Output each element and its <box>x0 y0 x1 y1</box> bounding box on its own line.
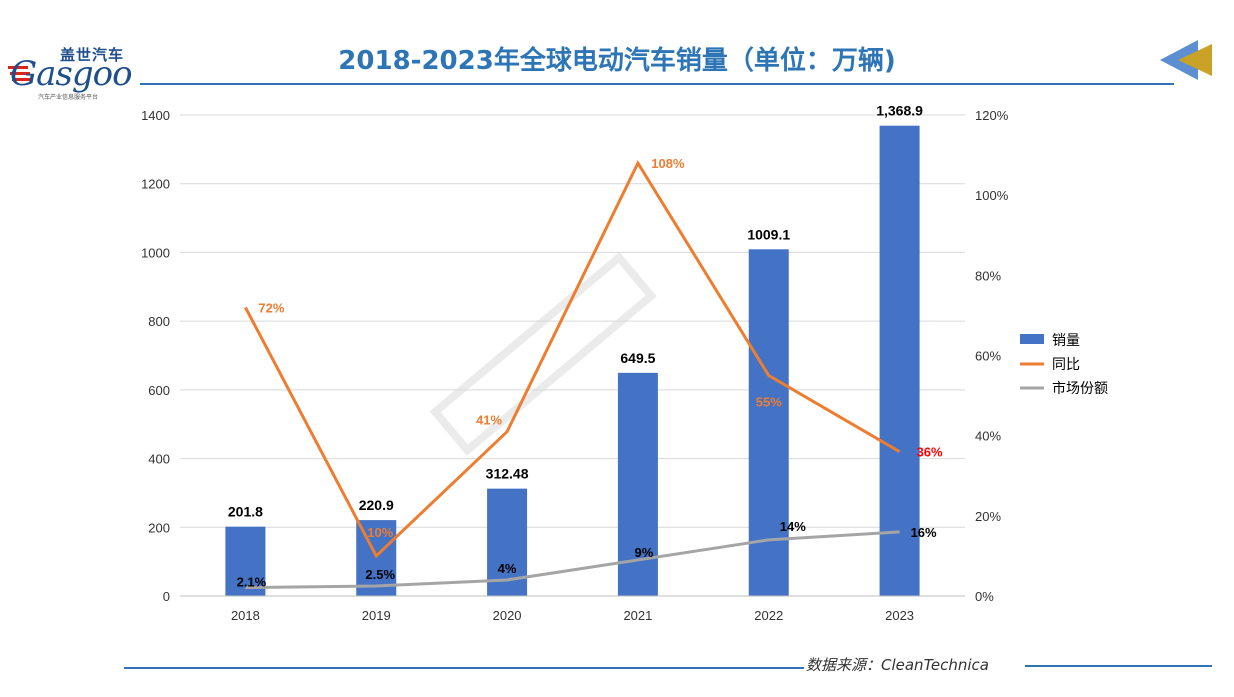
footer-divider-left <box>124 667 804 669</box>
y-left-tick-label: 1000 <box>141 245 170 260</box>
y-right-tick-label: 40% <box>975 429 1001 444</box>
x-tick-label: 2018 <box>231 608 260 623</box>
bar-sales <box>225 526 266 596</box>
bar-data-label: 649.5 <box>620 350 655 366</box>
bar-sales <box>748 249 789 597</box>
y-left-tick-label: 800 <box>148 314 170 329</box>
yoy-data-label: 10% <box>367 525 393 540</box>
bar-sales <box>879 125 920 597</box>
yoy-data-label: 41% <box>476 413 502 428</box>
share-data-label: 14% <box>780 519 806 534</box>
share-data-label: 4% <box>498 561 517 576</box>
logo-stripes-icon <box>8 66 32 81</box>
y-left-tick-label: 1200 <box>141 177 170 192</box>
line-market-share <box>245 530 900 590</box>
y-right-tick-label: 0% <box>975 589 994 604</box>
line-yoy <box>244 159 901 559</box>
y-right-tick-label: 100% <box>975 188 1009 203</box>
page-title: 2018-2023年全球电动汽车销量（单位：万辆) <box>338 46 896 76</box>
legend-swatch-bar <box>1020 334 1044 344</box>
footer-divider-right <box>1025 665 1212 667</box>
legend-label: 销量 <box>1052 333 1080 349</box>
yoy-data-label: 108% <box>651 156 685 171</box>
y-left-tick-label: 1400 <box>141 108 170 123</box>
gasgoo-logo: 盖世汽车 Gasgoo 汽车产业信息服务平台 <box>8 42 138 102</box>
x-tick-label: 2023 <box>885 608 914 623</box>
x-tick-label: 2019 <box>362 608 391 623</box>
corner-arrow-icon <box>1160 40 1212 80</box>
share-data-label: 2.1% <box>237 575 267 590</box>
y-right-tick-label: 60% <box>975 349 1001 364</box>
logo-sub-text: 汽车产业信息服务平台 <box>38 94 99 101</box>
y-right-tick-label: 120% <box>975 108 1009 123</box>
yoy-data-label: 72% <box>258 300 284 315</box>
share-data-label: 9% <box>635 545 654 560</box>
bar-data-label: 1,368.9 <box>876 103 923 119</box>
bar-data-label: 1009.1 <box>747 226 790 242</box>
logo-en-text: Gasgoo <box>10 54 133 94</box>
yoy-data-label: 55% <box>756 395 782 410</box>
share-data-label: 16% <box>911 525 937 540</box>
x-tick-label: 2020 <box>493 608 522 623</box>
legend-label: 市场份额 <box>1052 380 1108 397</box>
y-left-tick-label: 600 <box>148 383 170 398</box>
title-divider <box>140 83 1174 85</box>
y-left-tick-label: 400 <box>148 452 170 467</box>
yoy-data-label: 36% <box>917 445 943 460</box>
bar-data-label: 220.9 <box>359 497 394 513</box>
y-right-tick-label: 20% <box>975 509 1001 524</box>
share-data-label: 2.5% <box>365 567 395 582</box>
y-left-tick-label: 200 <box>148 520 170 535</box>
bar-data-label: 201.8 <box>228 504 263 520</box>
y-left-tick-label: 0 <box>163 589 170 604</box>
x-tick-label: 2021 <box>623 608 652 623</box>
x-tick-label: 2022 <box>754 608 783 623</box>
logo-cn-text: 盖世汽车 <box>60 46 125 64</box>
legend-label: 同比 <box>1052 357 1080 373</box>
data-source: 数据来源：CleanTechnica <box>806 656 989 674</box>
bar-data-label: 312.48 <box>486 466 529 482</box>
y-right-tick-label: 80% <box>975 268 1001 283</box>
